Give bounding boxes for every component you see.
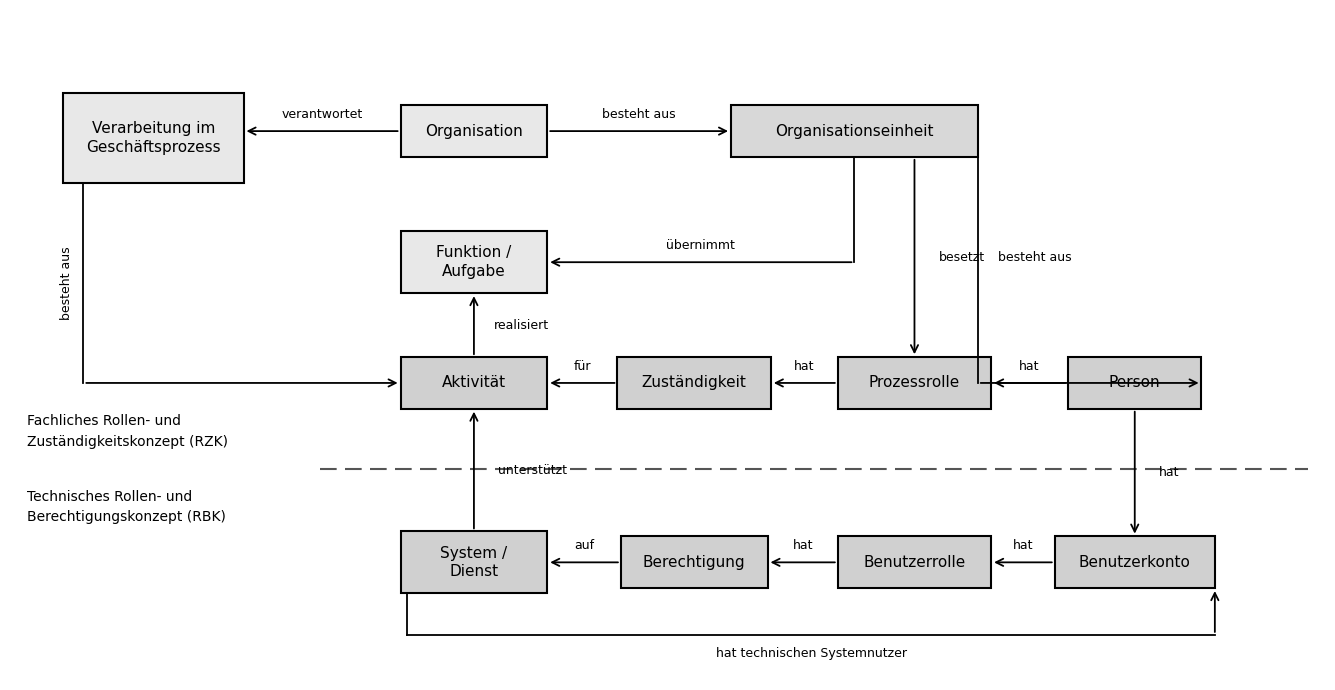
Text: Verarbeitung im
Geschäftsprozess: Verarbeitung im Geschäftsprozess <box>87 121 220 155</box>
Text: Prozessrolle: Prozessrolle <box>869 375 960 391</box>
Text: hat: hat <box>1020 359 1040 373</box>
Text: Organisationseinheit: Organisationseinheit <box>776 124 933 139</box>
FancyBboxPatch shape <box>838 357 991 408</box>
Text: Aktivität: Aktivität <box>442 375 506 391</box>
FancyBboxPatch shape <box>400 357 547 408</box>
Text: besteht aus: besteht aus <box>60 246 72 319</box>
Text: Zuständigkeit: Zuständigkeit <box>642 375 746 391</box>
Text: unterstützt: unterstützt <box>498 464 567 477</box>
FancyBboxPatch shape <box>617 357 772 408</box>
Text: besteht aus: besteht aus <box>602 108 676 121</box>
Text: Funktion /
Aufgabe: Funktion / Aufgabe <box>437 246 511 279</box>
FancyBboxPatch shape <box>400 231 547 293</box>
Text: Fachliches Rollen- und: Fachliches Rollen- und <box>27 414 180 428</box>
Text: hat: hat <box>793 539 813 552</box>
Text: Benutzerrolle: Benutzerrolle <box>864 555 965 570</box>
FancyBboxPatch shape <box>400 105 547 157</box>
Text: hat: hat <box>1013 539 1033 552</box>
Text: besetzt: besetzt <box>939 250 985 264</box>
Text: übernimmt: übernimmt <box>666 239 736 252</box>
Text: realisiert: realisiert <box>494 319 549 332</box>
FancyBboxPatch shape <box>400 531 547 593</box>
Text: System /
Dienst: System / Dienst <box>441 546 507 579</box>
Text: verantwortet: verantwortet <box>282 108 363 121</box>
FancyBboxPatch shape <box>621 537 768 588</box>
Text: hat technischen Systemnutzer: hat technischen Systemnutzer <box>716 647 906 660</box>
FancyBboxPatch shape <box>732 105 977 157</box>
Text: Berechtigung: Berechtigung <box>643 555 745 570</box>
Text: auf: auf <box>574 539 594 552</box>
Text: hat: hat <box>1159 466 1179 479</box>
Text: für: für <box>574 359 591 373</box>
Text: Technisches Rollen- und: Technisches Rollen- und <box>27 490 192 504</box>
FancyBboxPatch shape <box>64 93 243 183</box>
Text: hat: hat <box>794 359 814 373</box>
Text: Berechtigungskonzept (RBK): Berechtigungskonzept (RBK) <box>27 511 226 524</box>
Text: besteht aus: besteht aus <box>999 250 1072 264</box>
Text: Zuständigkeitskonzept (RZK): Zuständigkeitskonzept (RZK) <box>27 435 228 448</box>
Text: Person: Person <box>1109 375 1160 391</box>
Text: Organisation: Organisation <box>425 124 523 139</box>
FancyBboxPatch shape <box>838 537 991 588</box>
FancyBboxPatch shape <box>1055 537 1215 588</box>
FancyBboxPatch shape <box>1068 357 1202 408</box>
Text: Benutzerkonto: Benutzerkonto <box>1079 555 1191 570</box>
